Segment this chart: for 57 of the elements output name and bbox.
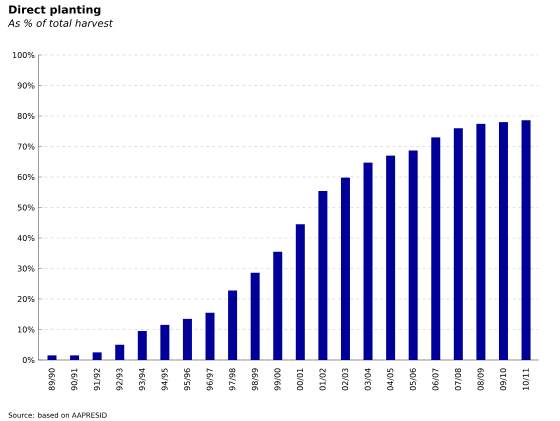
x-tick-label: 09/10: [500, 368, 507, 390]
x-tick-label: 08/09: [478, 368, 484, 390]
bar: [498, 122, 508, 360]
x-tick-label: 03/04: [364, 368, 372, 390]
bar: [454, 128, 463, 360]
x-tick-label: 98/99: [252, 368, 258, 390]
x-tick-label: 92/93: [116, 368, 124, 390]
y-tick-label: 90%: [18, 82, 34, 89]
y-tick-label: 60%: [18, 174, 34, 180]
bar: [431, 137, 440, 360]
x-tick-label: 10/11: [522, 368, 530, 390]
bar: [273, 252, 282, 360]
x-tick-label: 99/00: [274, 368, 282, 390]
x-tick-label: 93/94: [138, 368, 146, 390]
y-tick-label: 80%: [18, 112, 34, 120]
y-tick-label: 70%: [18, 143, 34, 150]
y-tick-label: 40%: [18, 234, 34, 242]
bar: [228, 290, 238, 360]
x-tick-label: 89/90: [48, 368, 56, 390]
chart-subtitle: As % of total harvest: [8, 19, 114, 27]
bar: [70, 355, 80, 360]
x-tick-label: 05/06: [410, 368, 417, 390]
x-tick-label: 06/07: [432, 368, 440, 390]
bar: [340, 178, 350, 360]
bar: [408, 150, 418, 360]
bar: [138, 331, 147, 360]
bar: [48, 355, 56, 360]
x-tick-label: 90/91: [71, 368, 78, 390]
x-tick-label: 95/96: [184, 368, 191, 390]
bar: [364, 162, 373, 360]
bar: [386, 156, 396, 360]
x-tick-label: 07/08: [454, 368, 462, 390]
bar: [115, 344, 124, 360]
x-tick-label: 91/92: [94, 368, 100, 390]
x-tick-label: 01/02: [320, 368, 326, 390]
bar: [182, 318, 192, 360]
y-tick-label: 10%: [18, 326, 34, 333]
x-tick-label: 97/98: [229, 368, 236, 390]
x-tick-label: 00/01: [296, 368, 304, 390]
bar: [296, 224, 305, 360]
bar: [318, 191, 328, 360]
bar: [476, 124, 486, 360]
chart-title: Direct planting: [9, 5, 100, 16]
x-tick-label: 02/03: [342, 368, 349, 390]
bar: [206, 312, 215, 360]
bar: [522, 120, 531, 360]
x-tick-label: 96/97: [206, 368, 214, 390]
y-tick-label: 100%: [12, 52, 34, 58]
bar: [250, 272, 260, 360]
y-tick-label: 20%: [18, 296, 34, 302]
x-tick-label: 04/05: [387, 368, 394, 390]
bar: [160, 324, 170, 360]
y-tick-label: 0%: [22, 356, 34, 364]
x-tick-label: 94/95: [162, 368, 168, 390]
y-tick-label: 30%: [18, 265, 34, 272]
y-tick-label: 50%: [18, 204, 34, 211]
bar: [92, 352, 102, 360]
